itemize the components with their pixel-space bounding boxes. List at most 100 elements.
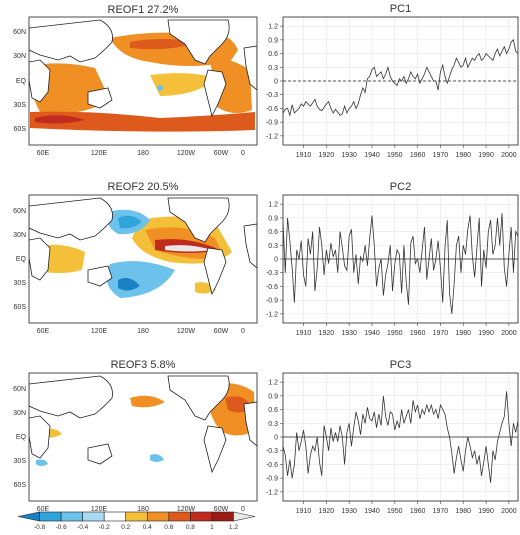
pc-series-line — [283, 213, 518, 314]
lat-tick-eq: EQ — [16, 256, 27, 263]
y-tick-label: 0.3 — [268, 421, 278, 428]
lon-tick-180: 180 — [137, 328, 149, 335]
continent-africa — [29, 237, 51, 281]
colorbar-label: -0.6 — [55, 524, 67, 531]
map-field-reof1 — [29, 17, 257, 145]
continent-eurasia — [29, 375, 113, 419]
continent-africa-west — [243, 223, 257, 269]
x-tick-label: 1920 — [319, 508, 335, 515]
colorbar-swatch — [168, 511, 191, 522]
lon-tick-60w: 60W — [214, 506, 229, 513]
colorbar-label: 0.8 — [186, 524, 195, 531]
map-frame-reof3 — [28, 372, 258, 502]
pc-panel-2: PC2 1.2 0.9 0.6 0.3 0 -0.3 -0.6 -0.9 -1.2 1910 1920… — [266, 181, 519, 337]
loading-area-negative-pacific — [150, 454, 164, 462]
lon-tick-120w: 120W — [177, 328, 196, 335]
continent-africa-west — [243, 401, 257, 447]
continent-eurasia — [29, 197, 113, 241]
map-field-reof2 — [29, 195, 257, 323]
x-tick-label: 1970 — [433, 508, 449, 515]
map-panel-reof1: REOF1 27.2% 60N — [13, 4, 258, 157]
lat-tick-30n: 30N — [13, 410, 26, 417]
y-tick-label: -0.9 — [266, 120, 278, 127]
lon-tick-180: 180 — [137, 150, 149, 157]
y-tick-label: 0 — [274, 435, 278, 442]
x-tick-label: 1930 — [341, 152, 357, 159]
y-tick-label: -0.6 — [266, 462, 278, 469]
x-tick-label: 1970 — [433, 152, 449, 159]
lon-tick-60e: 60E — [37, 328, 50, 335]
y-tick-label: 0.6 — [268, 51, 278, 58]
colorbar-swatch — [125, 511, 148, 522]
colorbar-arrow-left — [17, 511, 40, 522]
y-tick-label: 1.2 — [268, 24, 278, 31]
y-tick-label: -0.3 — [266, 448, 278, 455]
x-tick-label: 1960 — [410, 330, 426, 337]
y-tick-label: 0.3 — [268, 243, 278, 250]
colorbar-swatch — [211, 511, 234, 522]
x-tick-label: 1910 — [296, 152, 312, 159]
x-tick-label: 1970 — [433, 330, 449, 337]
continent-africa — [29, 415, 51, 459]
colorbar-swatch — [146, 511, 170, 522]
lat-tick-30s: 30S — [14, 280, 27, 287]
lon-tick-60e: 60E — [37, 506, 50, 513]
continent-australia — [87, 443, 113, 465]
colorbar-swatch — [190, 511, 213, 522]
x-tick-label: 2000 — [501, 330, 517, 337]
colorbar-label: 0.6 — [164, 524, 173, 531]
map-field-reof3 — [29, 373, 257, 501]
y-tick-label: 0.9 — [268, 37, 278, 44]
lat-tick-60n: 60N — [13, 386, 26, 393]
lon-tick-180: 180 — [137, 506, 149, 513]
loading-area-south — [30, 111, 255, 132]
pc-series-line — [283, 391, 518, 483]
continent-south-america — [203, 425, 227, 474]
map-frame-reof1 — [28, 16, 258, 146]
x-tick-label: 1930 — [341, 508, 357, 515]
lat-tick-eq: EQ — [16, 434, 27, 441]
lon-tick-120w: 120W — [177, 506, 196, 513]
lon-tick-60w: 60W — [214, 150, 229, 157]
x-tick-label: 1950 — [387, 508, 403, 515]
x-tick-label: 1910 — [296, 330, 312, 337]
loading-area-negative-small — [36, 459, 48, 466]
x-tick-label: 1950 — [387, 330, 403, 337]
pc-frame — [282, 16, 519, 146]
lon-tick-120e: 120E — [91, 328, 108, 335]
colorbar-label: 0.2 — [121, 524, 130, 531]
continent-africa — [29, 59, 51, 103]
x-tick-label: 1980 — [455, 330, 471, 337]
x-tick-label: 1940 — [364, 508, 380, 515]
x-tick-label: 1950 — [387, 152, 403, 159]
y-tick-label: 0.3 — [268, 65, 278, 72]
x-tick-label: 1930 — [341, 330, 357, 337]
lon-tick-60e: 60E — [37, 150, 50, 157]
lat-tick-60s: 60S — [14, 126, 27, 133]
lat-tick-60s: 60S — [14, 304, 27, 311]
pc-title-3: PC3 — [390, 359, 411, 371]
x-tick-label: 1910 — [296, 508, 312, 515]
lon-tick-0: 0 — [241, 150, 245, 157]
lat-tick-eq: EQ — [16, 78, 27, 85]
lon-tick-0: 0 — [241, 328, 245, 335]
y-tick-label: -1.2 — [266, 133, 278, 140]
y-tick-label: 0 — [274, 257, 278, 264]
x-tick-label: 2000 — [501, 152, 517, 159]
pc-frame — [282, 372, 519, 502]
x-tick-label: 1980 — [455, 152, 471, 159]
colorbar-swatch — [82, 511, 105, 522]
y-tick-label: -1.2 — [266, 311, 278, 318]
x-tick-label: 1990 — [478, 508, 494, 515]
continent-north-america — [167, 375, 230, 421]
map-title-reof2: REOF2 20.5% — [108, 181, 179, 193]
colorbar: -0.8 -0.6 -0.4 -0.2 0.2 0.4 0.6 0.8 1 1.2 — [17, 511, 256, 531]
colorbar-arrow-right — [233, 511, 256, 522]
map-panel-reof3: REOF3 5.8% 60N 30N EQ 30S 60S — [13, 359, 258, 513]
y-tick-label: 0.9 — [268, 393, 278, 400]
pc-time-series-panels: PC1 1.2 0.9 0.6 0.3 0 -0.3 -0.6 -0.9 -1.2 1910 1920… — [266, 3, 519, 515]
x-tick-label: 1920 — [319, 330, 335, 337]
lon-tick-120w: 120W — [177, 150, 196, 157]
y-tick-label: -0.9 — [266, 476, 278, 483]
